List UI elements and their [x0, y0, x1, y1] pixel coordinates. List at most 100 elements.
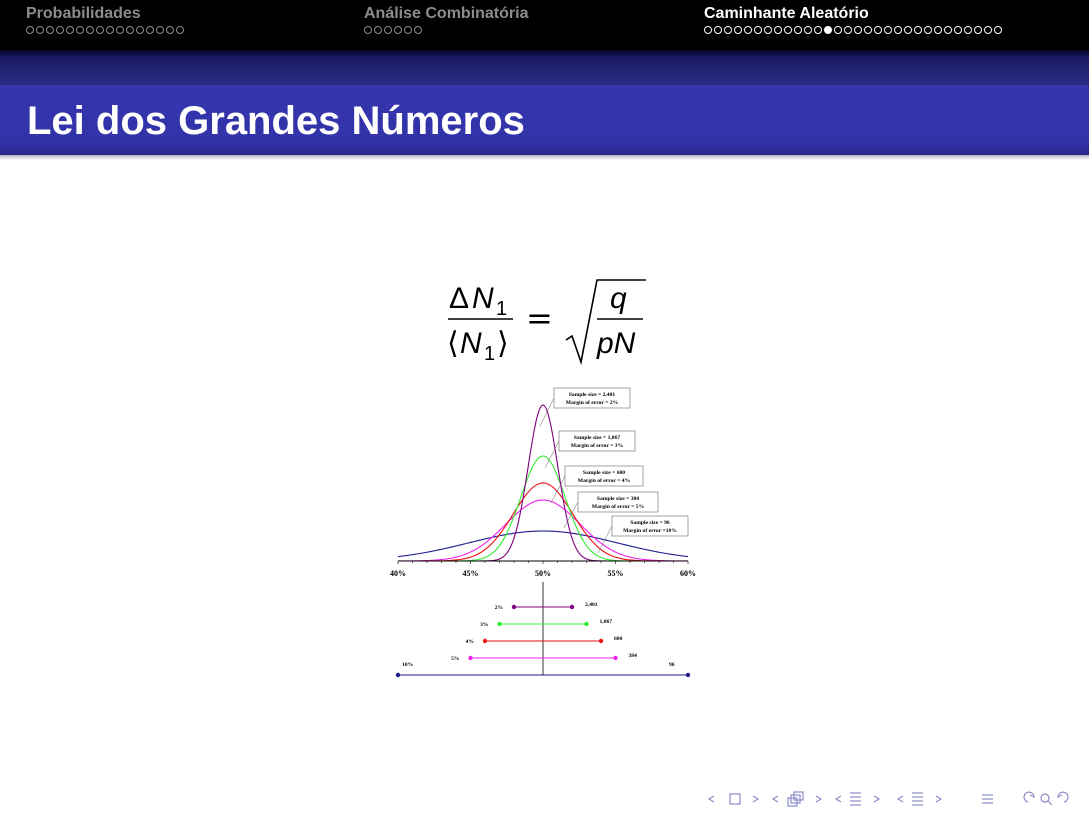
slide-dot[interactable]	[804, 26, 812, 34]
frame-icon[interactable]	[729, 793, 741, 805]
title-bar-shadow	[0, 155, 1089, 160]
slide-dot[interactable]	[714, 26, 722, 34]
sample-size-label-box	[553, 387, 631, 409]
nav-section-title[interactable]: Análise Combinatória	[364, 5, 529, 22]
slide-dot[interactable]	[994, 26, 1002, 34]
interval-sample-size-label: 96	[669, 662, 675, 668]
previous-icon[interactable]	[896, 795, 904, 803]
presentation-icon[interactable]	[912, 792, 923, 806]
slide-dot[interactable]	[874, 26, 882, 34]
slide-dot[interactable]	[176, 26, 184, 34]
nav-section-caminhante-aleatorio[interactable]: Caminhante Aleatório	[704, 5, 1004, 34]
slide-dot[interactable]	[824, 26, 832, 34]
slide-dot[interactable]	[964, 26, 972, 34]
slide-dot[interactable]	[46, 26, 54, 34]
interval-endpoint	[613, 655, 618, 661]
slide-dot[interactable]	[414, 26, 422, 34]
subsection-icon[interactable]	[787, 791, 804, 807]
slide-dot[interactable]	[404, 26, 412, 34]
formula-denominator-var: N	[460, 327, 482, 360]
beamer-navigation-symbols	[707, 791, 1069, 807]
slide-dot[interactable]	[136, 26, 144, 34]
nav-section-title[interactable]: Probabilidades	[26, 5, 141, 22]
subsection-navigation[interactable]	[771, 791, 823, 807]
interval-margin-label: 5%	[451, 656, 460, 662]
label-leader-line	[544, 440, 560, 469]
interval-endpoint	[497, 621, 502, 627]
slide-dot[interactable]	[66, 26, 74, 34]
interval-endpoint	[395, 672, 401, 678]
nav-section-title[interactable]: Caminhante Aleatório	[704, 5, 869, 22]
slide-dot[interactable]	[116, 26, 124, 34]
header-band	[0, 50, 1089, 85]
slide-dot[interactable]	[774, 26, 782, 34]
appendix-icon[interactable]	[982, 794, 993, 804]
interval-endpoint	[511, 604, 517, 610]
slide-dot[interactable]	[374, 26, 382, 34]
slide-dot[interactable]	[384, 26, 392, 34]
sample-size-label: Sample size = 96	[630, 520, 670, 526]
nav-section-analise-combinatoria[interactable]: Análise Combinatória	[364, 5, 528, 34]
slide-dot[interactable]	[724, 26, 732, 34]
previous-icon[interactable]	[771, 795, 779, 803]
label-leader-line	[597, 525, 613, 554]
slide-dot[interactable]	[106, 26, 114, 34]
section-icon[interactable]	[850, 792, 861, 806]
next-icon[interactable]	[873, 795, 881, 803]
slide-dot[interactable]	[156, 26, 164, 34]
slide-dot[interactable]	[894, 26, 902, 34]
slide-dot[interactable]	[904, 26, 912, 34]
slide-dot[interactable]	[864, 26, 872, 34]
presentation-navigation[interactable]	[896, 792, 943, 806]
slide-dot[interactable]	[166, 26, 174, 34]
search-icon[interactable]	[1040, 793, 1053, 806]
label-leader-line	[539, 397, 555, 427]
slide-dot[interactable]	[924, 26, 932, 34]
slide-dot[interactable]	[96, 26, 104, 34]
slide-dot[interactable]	[146, 26, 154, 34]
slide-dot[interactable]	[914, 26, 922, 34]
slide-dot[interactable]	[56, 26, 64, 34]
nav-section-probabilidades[interactable]: Probabilidades	[26, 5, 186, 34]
slide-dot[interactable]	[944, 26, 952, 34]
slide-dot[interactable]	[854, 26, 862, 34]
slide-dot[interactable]	[754, 26, 762, 34]
previous-icon[interactable]	[834, 795, 842, 803]
formula-equals: =	[526, 299, 553, 337]
slide-dot[interactable]	[764, 26, 772, 34]
forward-icon[interactable]	[1057, 791, 1069, 803]
slide-dot[interactable]	[36, 26, 44, 34]
section-navigation[interactable]	[834, 792, 881, 806]
slide-dot[interactable]	[734, 26, 742, 34]
formula-rangle: ⟩	[497, 326, 509, 361]
back-icon[interactable]	[1023, 791, 1035, 803]
next-icon[interactable]	[815, 795, 823, 803]
slide-dot[interactable]	[794, 26, 802, 34]
slide-dot[interactable]	[784, 26, 792, 34]
margin-of-error-label: Margin of error = 5%	[592, 504, 645, 510]
slide-dot[interactable]	[934, 26, 942, 34]
slide-dot[interactable]	[126, 26, 134, 34]
slide-dot[interactable]	[704, 26, 712, 34]
slide-dot[interactable]	[744, 26, 752, 34]
section-navigation-bar: Probabilidades Análise Combinatória Cami…	[0, 0, 1089, 50]
slide-dot[interactable]	[76, 26, 84, 34]
slide-dot[interactable]	[834, 26, 842, 34]
slide-dot[interactable]	[984, 26, 992, 34]
next-icon[interactable]	[935, 795, 943, 803]
slide-dot[interactable]	[884, 26, 892, 34]
slide-dot[interactable]	[364, 26, 372, 34]
interval-margin-label: 2%	[495, 605, 504, 611]
margin-of-error-label: Margin of error = 2%	[566, 400, 619, 406]
slide-dot[interactable]	[844, 26, 852, 34]
x-tick-label: 50%	[535, 569, 551, 578]
next-icon[interactable]	[752, 795, 760, 803]
slide-dot[interactable]	[814, 26, 822, 34]
slide-dot[interactable]	[974, 26, 982, 34]
frame-navigation[interactable]	[707, 793, 760, 805]
slide-dot[interactable]	[86, 26, 94, 34]
slide-dot[interactable]	[954, 26, 962, 34]
previous-icon[interactable]	[707, 795, 715, 803]
slide-dot[interactable]	[394, 26, 402, 34]
slide-dot[interactable]	[26, 26, 34, 34]
